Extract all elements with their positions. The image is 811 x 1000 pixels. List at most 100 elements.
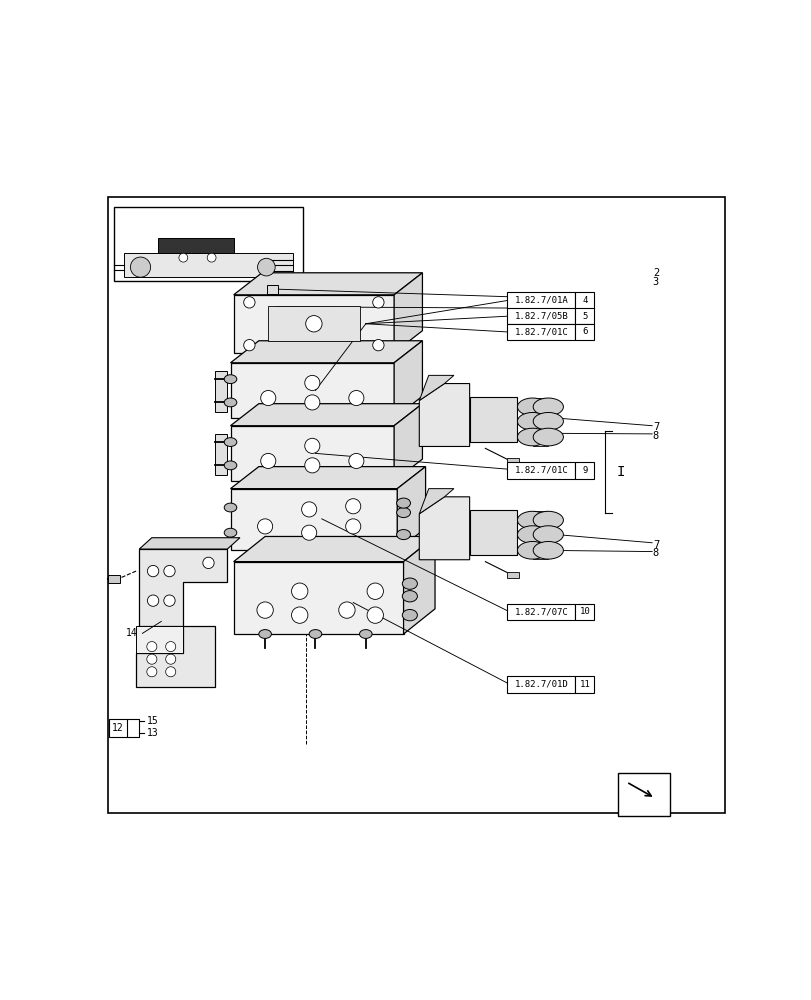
Polygon shape	[214, 371, 227, 412]
Ellipse shape	[396, 508, 410, 518]
Bar	[108, 575, 120, 583]
Bar	[109, 719, 127, 737]
Text: I: I	[616, 465, 624, 479]
Circle shape	[305, 316, 322, 332]
Polygon shape	[234, 273, 422, 295]
Polygon shape	[139, 549, 227, 626]
Text: 10: 10	[579, 607, 590, 616]
Circle shape	[147, 667, 157, 677]
Ellipse shape	[517, 412, 547, 430]
Ellipse shape	[224, 503, 237, 512]
Polygon shape	[234, 562, 403, 634]
Text: 2: 2	[652, 268, 659, 278]
Circle shape	[338, 602, 354, 618]
Text: 7: 7	[652, 422, 659, 432]
Polygon shape	[230, 426, 393, 481]
Polygon shape	[393, 341, 422, 418]
Bar	[267, 285, 278, 294]
Circle shape	[260, 390, 276, 406]
Polygon shape	[136, 626, 183, 653]
Circle shape	[367, 607, 383, 623]
Circle shape	[165, 642, 175, 652]
Text: 15: 15	[147, 716, 158, 726]
Ellipse shape	[401, 609, 417, 621]
Ellipse shape	[533, 541, 563, 559]
Circle shape	[207, 253, 216, 262]
Text: 9: 9	[581, 466, 587, 475]
Circle shape	[345, 519, 360, 534]
Text: 1.82.7/01D: 1.82.7/01D	[514, 680, 568, 689]
Polygon shape	[214, 434, 227, 475]
Circle shape	[304, 458, 320, 473]
Text: 4: 4	[581, 296, 587, 305]
Ellipse shape	[517, 511, 547, 529]
Circle shape	[367, 583, 383, 599]
Ellipse shape	[309, 630, 321, 638]
Ellipse shape	[224, 528, 237, 537]
Ellipse shape	[517, 526, 547, 543]
Circle shape	[304, 438, 320, 453]
Text: 6: 6	[581, 327, 587, 336]
Bar	[268, 306, 359, 341]
Bar	[114, 207, 303, 281]
Polygon shape	[230, 363, 393, 418]
Polygon shape	[418, 384, 469, 446]
Circle shape	[243, 339, 255, 351]
Polygon shape	[230, 489, 397, 550]
Text: 1.82.7/07C: 1.82.7/07C	[514, 607, 568, 616]
Ellipse shape	[533, 428, 563, 446]
Bar	[575, 604, 594, 620]
Circle shape	[164, 565, 175, 577]
Text: 7: 7	[652, 540, 659, 550]
Bar	[507, 458, 518, 465]
Polygon shape	[393, 404, 422, 481]
Bar	[575, 292, 594, 309]
Circle shape	[301, 502, 316, 517]
Bar	[507, 324, 575, 340]
Bar	[575, 324, 594, 340]
Polygon shape	[230, 404, 422, 426]
Ellipse shape	[259, 630, 271, 638]
Ellipse shape	[359, 630, 371, 638]
Bar	[617, 773, 670, 816]
Bar	[270, 307, 275, 317]
Circle shape	[291, 583, 307, 599]
Polygon shape	[397, 467, 425, 550]
Ellipse shape	[401, 591, 417, 602]
Circle shape	[301, 525, 316, 540]
Text: 11: 11	[579, 680, 590, 689]
Circle shape	[372, 339, 384, 351]
Circle shape	[203, 557, 214, 569]
Ellipse shape	[224, 461, 237, 470]
Text: 8: 8	[652, 431, 659, 441]
Bar	[469, 397, 517, 442]
Ellipse shape	[224, 398, 237, 407]
Ellipse shape	[224, 438, 237, 446]
Bar	[507, 462, 575, 479]
Circle shape	[131, 257, 150, 277]
Circle shape	[349, 453, 363, 469]
Circle shape	[304, 375, 320, 390]
Ellipse shape	[396, 498, 410, 508]
Polygon shape	[403, 536, 435, 634]
Text: 14: 14	[126, 628, 137, 638]
Bar	[575, 308, 594, 324]
Ellipse shape	[533, 412, 563, 430]
Polygon shape	[393, 273, 422, 353]
Bar	[507, 572, 518, 578]
Bar	[507, 604, 575, 620]
Polygon shape	[123, 253, 293, 277]
Bar	[507, 676, 575, 693]
Circle shape	[147, 654, 157, 664]
Circle shape	[164, 595, 175, 606]
Text: 5: 5	[581, 312, 587, 321]
Text: 8: 8	[652, 548, 659, 558]
Polygon shape	[234, 295, 393, 353]
Ellipse shape	[533, 398, 563, 416]
Text: 3: 3	[652, 277, 659, 287]
Circle shape	[260, 453, 276, 469]
Bar	[469, 510, 517, 555]
Bar	[575, 676, 594, 693]
Circle shape	[291, 607, 307, 623]
Polygon shape	[230, 467, 425, 489]
